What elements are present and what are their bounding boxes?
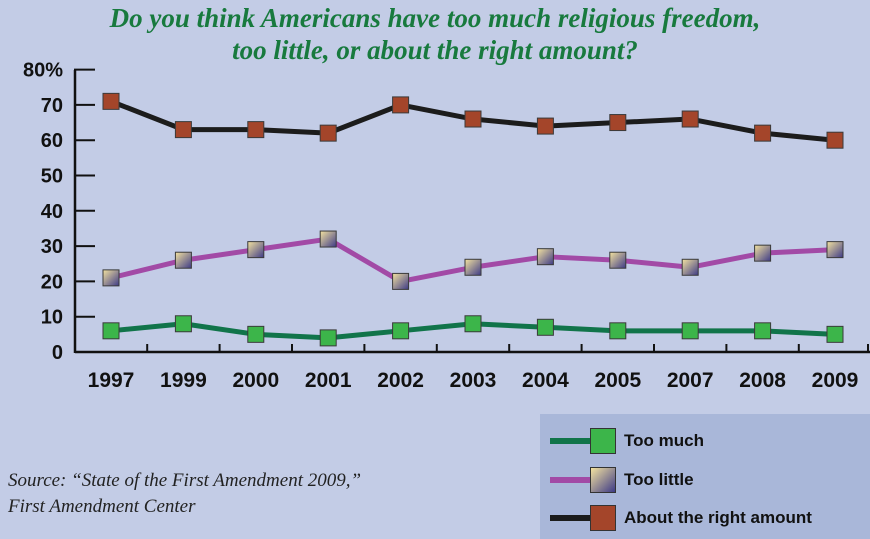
data-point-right-amount (536, 117, 554, 135)
x-tick-label: 2000 (232, 369, 279, 392)
y-tick-label: 60 (41, 130, 63, 152)
data-point-too-little (319, 230, 337, 248)
data-point-too-much (319, 329, 337, 347)
data-point-too-much (754, 322, 772, 340)
x-tick-label: 2008 (739, 369, 786, 392)
data-point-too-little (754, 244, 772, 262)
x-tick-label: 2002 (377, 369, 424, 392)
data-point-too-little (536, 248, 554, 266)
data-point-right-amount (609, 114, 627, 132)
legend-line-right-amount (550, 515, 590, 521)
legend-item-too-little: Too little (550, 466, 694, 494)
data-point-too-little (247, 241, 265, 259)
x-tick-label: 2004 (522, 369, 569, 392)
legend-label-too-little: Too little (624, 470, 694, 489)
x-tick-label: 1999 (160, 369, 207, 392)
x-tick-label: 2009 (812, 369, 859, 392)
legend-label-too-much: Too much (624, 431, 704, 450)
data-point-right-amount (826, 131, 844, 149)
data-point-right-amount (754, 124, 772, 142)
data-point-too-little (681, 258, 699, 276)
line-chart: 0 10 20 30 40 50 60 70 80% 1997 1999 2000 2001 2002 20… (23, 60, 870, 392)
legend-item-too-much: Too much (550, 427, 704, 455)
data-point-too-little (392, 272, 410, 290)
source-line-1: Source: “State of the First Amendment 20… (8, 470, 362, 491)
x-tick-label: 2001 (305, 369, 352, 392)
data-point-too-much (247, 325, 265, 343)
data-point-right-amount (681, 110, 699, 128)
data-point-too-much (174, 315, 192, 333)
source-line-2: First Amendment Center (8, 496, 196, 517)
chart-title-line-2: too little, or about the right amount? (232, 35, 638, 65)
data-point-right-amount (464, 110, 482, 128)
y-tick-label: 20 (41, 271, 63, 293)
y-tick-label: 0 (52, 342, 63, 364)
y-tick-label: 10 (41, 307, 63, 329)
data-point-too-much (392, 322, 410, 340)
legend-marker-too-much (590, 428, 616, 454)
data-point-too-much (464, 315, 482, 333)
legend-label-right-amount: About the right amount (624, 508, 812, 527)
legend-line-too-little (550, 477, 590, 483)
legend: Too much Too little About the right amou… (540, 414, 870, 539)
chart-title-line-1: Do you think Americans have too much rel… (109, 3, 761, 33)
legend-item-right-amount: About the right amount (550, 504, 812, 532)
data-point-right-amount (392, 96, 410, 114)
data-point-too-little (609, 251, 627, 269)
y-tick-label: 80% (23, 60, 63, 82)
data-point-right-amount (319, 124, 337, 142)
data-point-right-amount (247, 121, 265, 139)
y-tick-label: 30 (41, 236, 63, 258)
data-point-too-little (174, 251, 192, 269)
x-tick-label: 1997 (88, 369, 135, 392)
data-point-too-much (536, 318, 554, 336)
data-point-too-much (609, 322, 627, 340)
y-tick-label: 40 (41, 201, 63, 223)
legend-line-too-much (550, 438, 590, 444)
legend-marker-right-amount (590, 505, 616, 531)
source-note: Source: “State of the First Amendment 20… (8, 468, 361, 520)
x-tick-label: 2003 (450, 369, 497, 392)
data-point-too-little (464, 258, 482, 276)
x-tick-label: 2005 (594, 369, 641, 392)
data-point-too-much (102, 322, 120, 340)
chart-title: Do you think Americans have too much rel… (0, 2, 870, 66)
data-point-right-amount (174, 121, 192, 139)
y-tick-label: 70 (41, 95, 63, 117)
x-tick-label: 2007 (667, 369, 714, 392)
data-point-too-much (826, 325, 844, 343)
data-point-too-little (102, 269, 120, 287)
data-point-too-little (826, 241, 844, 259)
y-tick-label: 50 (41, 166, 63, 188)
legend-marker-too-little (590, 467, 616, 493)
data-point-right-amount (102, 92, 120, 110)
data-point-too-much (681, 322, 699, 340)
